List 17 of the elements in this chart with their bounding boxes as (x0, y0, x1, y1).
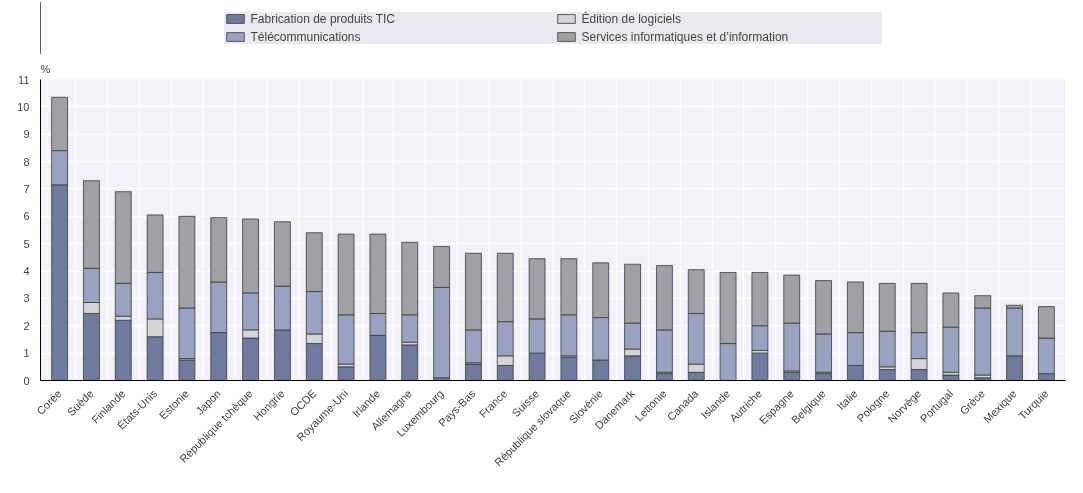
legend-label: Télécommunications (250, 29, 362, 44)
y-tick-label: 6 (23, 210, 30, 223)
y-tick-label: 7 (23, 182, 30, 195)
legend-label: Fabrication de produits TIC (250, 11, 396, 26)
y-tick-label: 0 (23, 374, 30, 387)
y-tick-label: 1 (23, 347, 30, 360)
y-axis-title: % (40, 62, 51, 75)
legend-label: Services informatiques et d’information (581, 29, 790, 44)
y-tick-label: 5 (23, 237, 30, 250)
y-tick-label: 2 (23, 319, 30, 332)
legend-label: Édition de logiciels (581, 11, 682, 26)
y-tick-label: 10 (17, 100, 30, 113)
y-tick-label: 8 (23, 155, 30, 168)
y-tick-label: 3 (23, 292, 30, 305)
y-tick-label: 9 (23, 128, 30, 141)
y-tick-label: 11 (18, 73, 30, 86)
y-tick-label: 4 (23, 265, 30, 278)
